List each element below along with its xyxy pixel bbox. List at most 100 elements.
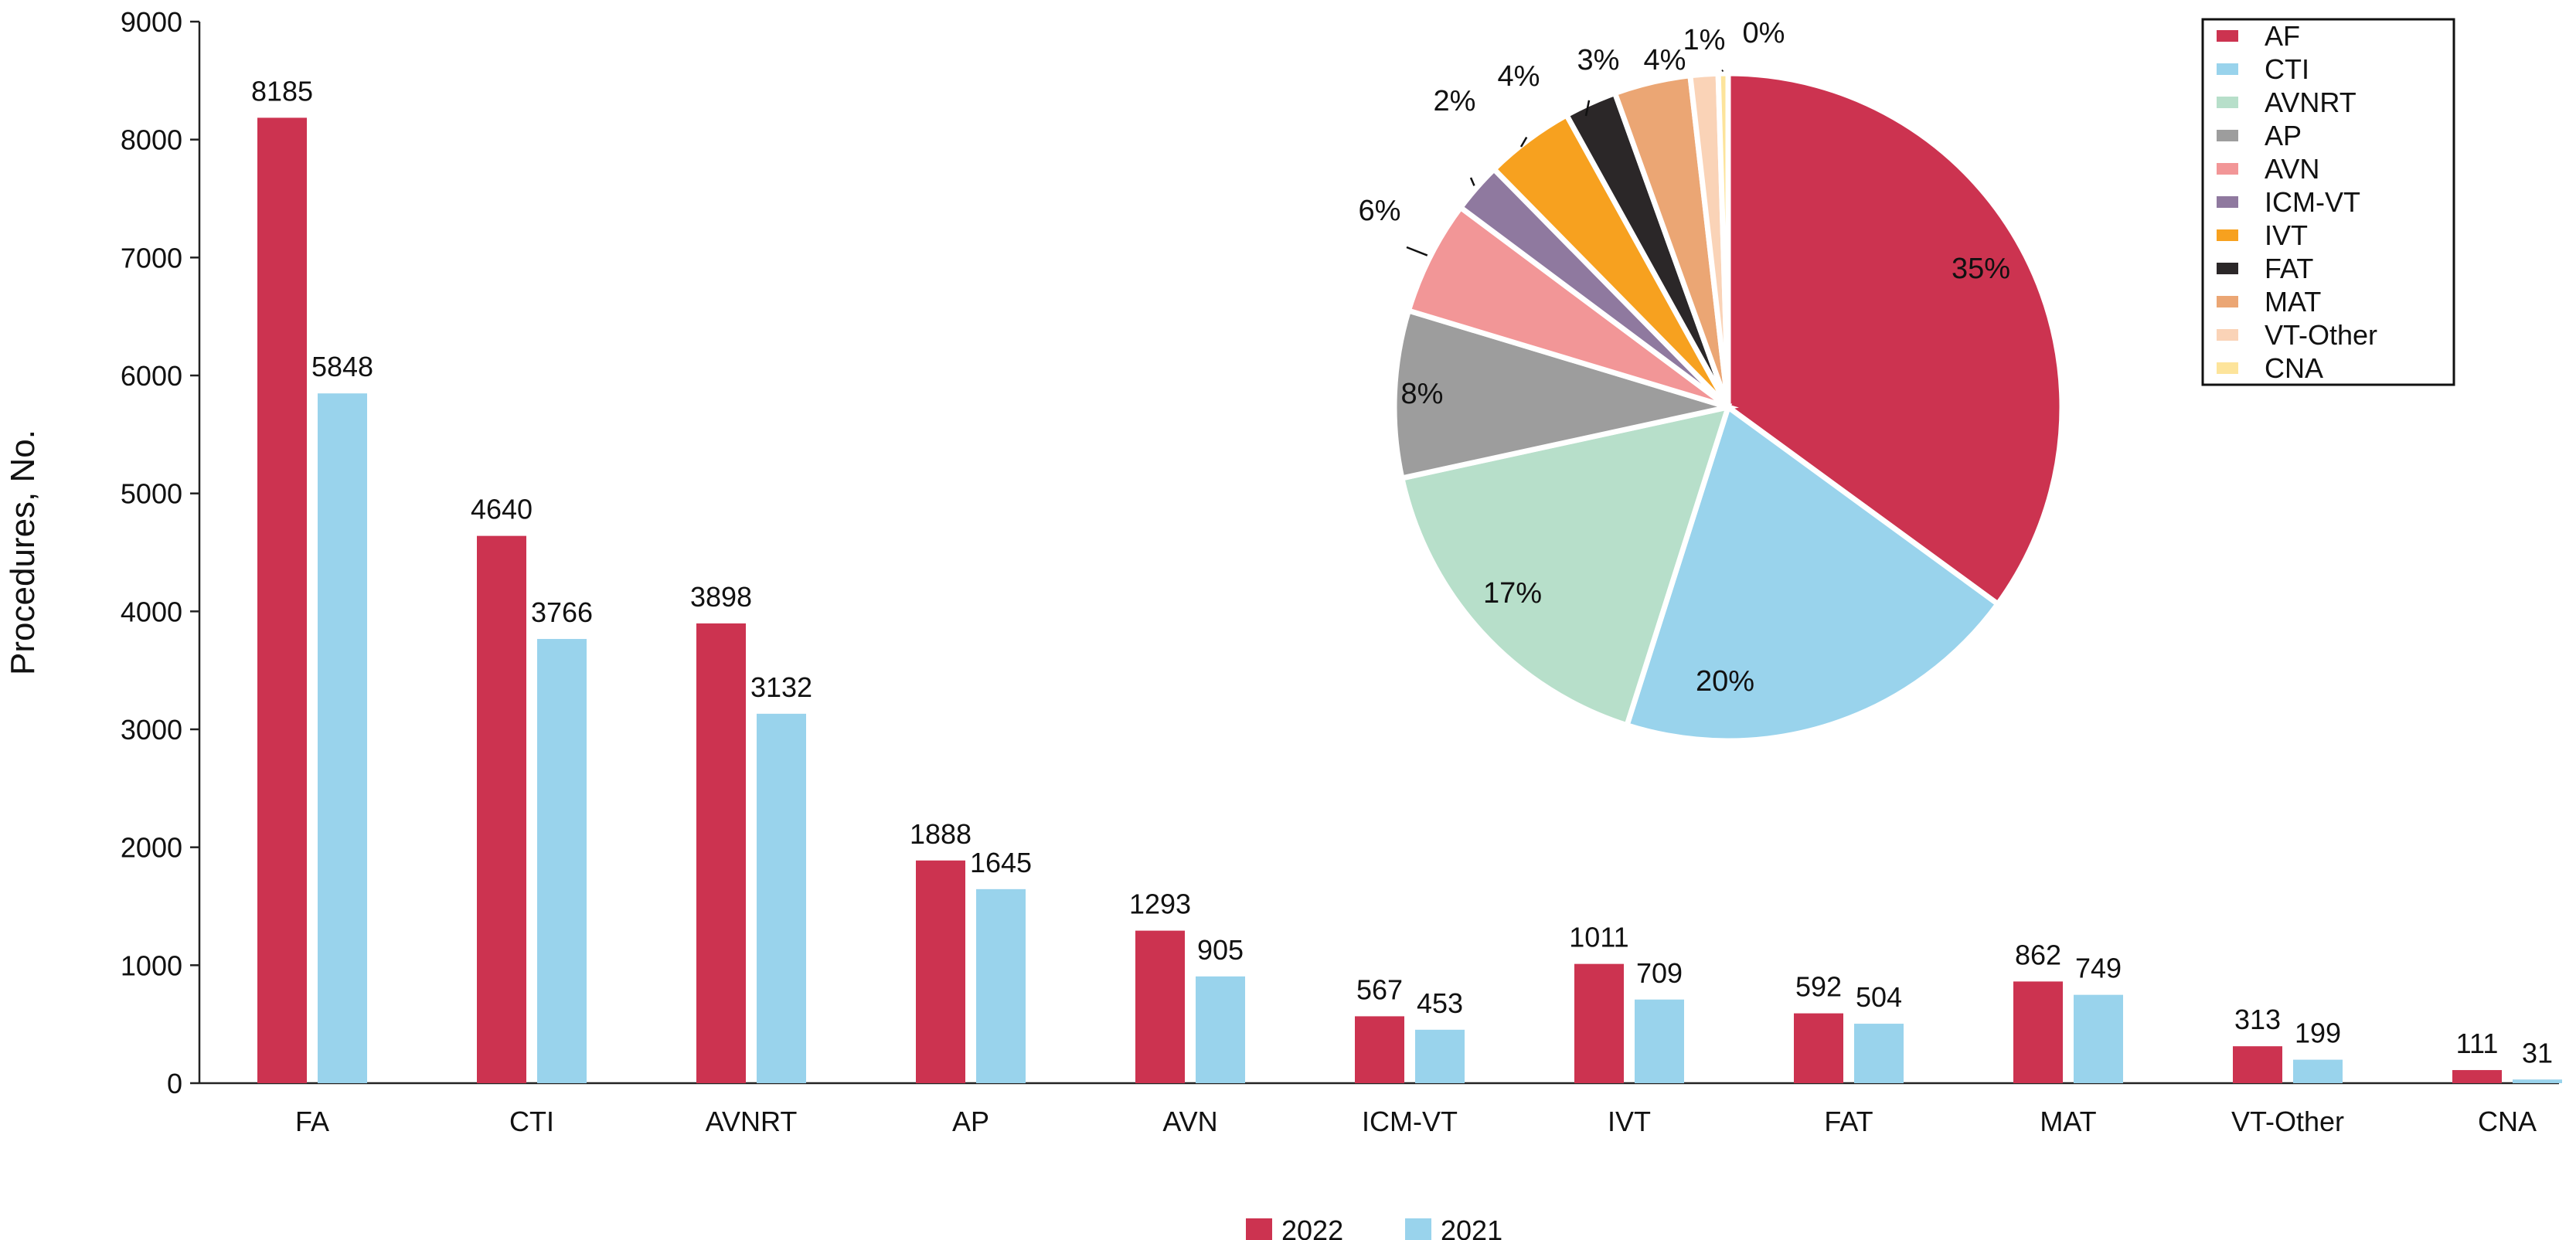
data-label: 453 <box>1417 987 1463 1019</box>
data-label: 3132 <box>750 671 812 703</box>
legend-label: 2021 <box>1441 1215 1502 1240</box>
y-axis-label: Procedures, No. <box>4 430 42 675</box>
legend-swatch <box>2217 97 2238 108</box>
legend-swatch <box>2217 229 2238 241</box>
pie-legend: AFCTIAVNRTAPAVNICM-VTIVTFATMATVT-OtherCN… <box>2201 18 2455 386</box>
legend-label: AF <box>2265 20 2300 52</box>
x-tick-label: FAT <box>1824 1106 1873 1137</box>
bar-2022 <box>257 117 307 1083</box>
data-label: 1293 <box>1129 888 1191 920</box>
x-tick-label: AVN <box>1162 1106 1217 1137</box>
data-label: 4640 <box>471 494 533 525</box>
data-label: 1888 <box>910 818 972 850</box>
legend-label: AVNRT <box>2265 87 2357 118</box>
bar-2022 <box>696 623 746 1083</box>
legend-swatch <box>2217 196 2238 208</box>
legend-swatch <box>2217 163 2238 175</box>
pie-leader-line <box>1721 69 1724 73</box>
y-tick-label: 7000 <box>121 242 182 273</box>
x-tick-label: ICM-VT <box>1362 1106 1458 1137</box>
pie-percent-label: 6% <box>1359 195 1401 227</box>
bar-2021 <box>2513 1079 2562 1083</box>
legend-box <box>2201 18 2455 386</box>
data-label: 749 <box>2075 953 2122 984</box>
legend-swatch <box>2217 30 2238 42</box>
legend-swatch <box>1405 1218 1431 1240</box>
y-tick-label: 5000 <box>121 478 182 510</box>
data-label: 3766 <box>531 596 593 628</box>
pie-slice-avnrt <box>1398 403 1733 729</box>
y-tick-label: 6000 <box>121 360 182 392</box>
x-tick-label: AVNRT <box>706 1106 798 1137</box>
legend-label: ICM-VT <box>2265 186 2360 218</box>
data-label: 1011 <box>1569 922 1628 953</box>
bar-2022 <box>1355 1016 1404 1083</box>
data-label: 111 <box>2456 1028 2499 1059</box>
pie-chart: 35%20%17%8%6%2%4% 3% 4%1% 0% AFCTIAVNRTAPAVN… <box>1359 17 2455 744</box>
y-tick-label: 3000 <box>121 714 182 746</box>
data-label: 3898 <box>690 581 752 613</box>
legend-label: IVT <box>2265 219 2308 251</box>
bar-2021 <box>757 713 806 1083</box>
pie-percent-label: 4% <box>1644 44 1686 76</box>
bar-2022 <box>1574 963 1624 1083</box>
data-label: 709 <box>1636 957 1683 989</box>
data-label: 31 <box>2522 1037 2553 1068</box>
y-tick-label: 9000 <box>121 6 182 38</box>
bar-2021 <box>976 888 1026 1083</box>
legend-label: AP <box>2265 120 2302 151</box>
bar-2021 <box>1196 976 1245 1083</box>
pie-percent-label: 3% <box>1577 44 1620 76</box>
bar-2022 <box>2013 981 2063 1083</box>
legend-swatch <box>2217 329 2238 341</box>
pie-leader-line <box>1469 177 1475 186</box>
y-tick-label: 4000 <box>121 596 182 627</box>
pie-percent-label: 35% <box>1952 253 2010 285</box>
bar-chart: 0 1000 2000 3000 4000 5000 6000 7000 8000 9000 FA 8… <box>121 6 2562 1240</box>
bar-2021 <box>318 393 367 1083</box>
data-label: 199 <box>2295 1017 2341 1049</box>
bar-2022 <box>477 535 526 1083</box>
legend-label: VT-Other <box>2265 319 2377 351</box>
bar-2021 <box>1635 999 1684 1083</box>
data-label: 8185 <box>251 75 313 107</box>
bar-2022 <box>1135 930 1185 1083</box>
pie-slice-cna <box>1715 70 1731 408</box>
bar-2021 <box>537 639 587 1083</box>
data-label: 592 <box>1795 971 1842 1003</box>
pie-percent-label: 1% <box>1683 24 1726 56</box>
bar-2022 <box>2452 1070 2502 1083</box>
data-label: 862 <box>2015 939 2061 970</box>
legend-swatch <box>2217 296 2238 307</box>
x-tick-label: CTI <box>509 1106 554 1137</box>
pie-leader-line <box>1584 100 1591 117</box>
legend-swatch <box>2217 263 2238 274</box>
bar-2022 <box>1794 1013 1843 1083</box>
legend-swatch <box>2217 362 2238 374</box>
pie-slice-cti <box>1623 403 2002 744</box>
legend-label: AVN <box>2265 153 2319 185</box>
pie-leader-line <box>1519 136 1528 148</box>
legend-label: CTI <box>2265 53 2309 85</box>
y-tick-label: 8000 <box>121 124 182 156</box>
y-tick-label: 1000 <box>121 950 182 981</box>
data-label: 905 <box>1197 934 1244 966</box>
bar-2022 <box>2233 1046 2282 1083</box>
legend-swatch <box>2217 130 2238 141</box>
pie-leader-line <box>1406 246 1428 256</box>
pie-percent-label: 0% <box>1743 17 1785 49</box>
x-tick-label: MAT <box>2040 1106 2096 1137</box>
bar-2021 <box>2293 1059 2343 1083</box>
x-tick-label: FA <box>295 1106 329 1137</box>
x-tick-label: CNA <box>2478 1106 2537 1137</box>
legend-label: CNA <box>2265 352 2323 384</box>
bar-2021 <box>1854 1024 1904 1083</box>
legend-swatch <box>2217 63 2238 75</box>
pie-percent-label: 8% <box>1401 378 1444 410</box>
pie-percent-label: 4% <box>1498 60 1540 93</box>
x-tick-label: IVT <box>1608 1106 1651 1137</box>
bar-2021 <box>1415 1029 1465 1083</box>
pie-percent-label: 20% <box>1696 665 1754 698</box>
legend-swatch <box>1246 1218 1272 1240</box>
